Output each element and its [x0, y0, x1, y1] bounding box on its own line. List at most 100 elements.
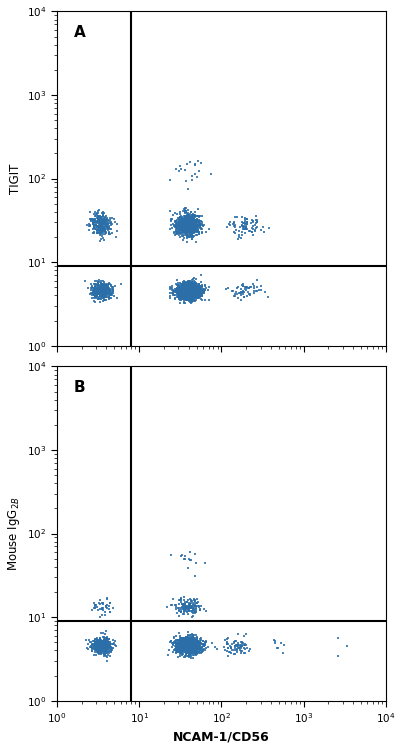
Point: [172, 643, 178, 655]
Point: [194, 283, 200, 295]
Point: [178, 219, 185, 231]
Point: [182, 289, 188, 301]
Point: [97, 641, 104, 653]
Point: [186, 287, 192, 299]
Point: [233, 644, 239, 656]
Point: [98, 287, 105, 299]
Point: [185, 646, 192, 658]
Point: [194, 637, 200, 649]
Point: [181, 220, 188, 232]
Point: [103, 213, 110, 225]
Point: [170, 289, 176, 301]
Point: [181, 283, 187, 295]
Point: [196, 285, 202, 297]
Point: [198, 289, 205, 301]
Point: [247, 288, 253, 300]
Point: [192, 642, 198, 654]
Point: [108, 288, 114, 300]
Point: [94, 282, 101, 294]
Point: [186, 635, 193, 647]
Point: [182, 291, 188, 303]
Point: [188, 294, 195, 306]
Point: [184, 643, 191, 655]
Point: [237, 639, 244, 651]
Point: [181, 638, 187, 650]
Point: [101, 276, 107, 288]
Point: [188, 295, 195, 307]
Point: [184, 288, 190, 300]
Point: [185, 646, 192, 658]
Point: [94, 634, 101, 646]
Point: [186, 640, 193, 652]
Point: [191, 168, 198, 180]
Point: [94, 282, 100, 294]
Point: [194, 636, 201, 648]
Point: [179, 632, 185, 644]
Point: [103, 288, 109, 300]
Point: [195, 638, 202, 650]
Point: [180, 285, 186, 297]
Point: [185, 638, 192, 650]
Point: [199, 216, 206, 228]
Point: [179, 640, 186, 652]
Point: [94, 288, 101, 300]
Point: [185, 636, 191, 648]
Point: [188, 225, 194, 237]
Point: [192, 639, 198, 651]
Point: [114, 225, 121, 237]
Point: [260, 226, 267, 238]
Point: [178, 644, 184, 656]
Point: [184, 641, 190, 653]
Point: [89, 282, 95, 294]
Point: [178, 646, 185, 658]
Point: [187, 213, 193, 225]
Point: [183, 638, 190, 650]
Point: [188, 638, 195, 650]
Point: [190, 223, 196, 235]
Point: [180, 277, 187, 289]
Point: [186, 215, 193, 227]
Point: [222, 644, 229, 656]
Point: [101, 637, 107, 649]
Point: [188, 291, 195, 303]
Point: [104, 216, 110, 228]
Point: [99, 283, 105, 295]
Point: [184, 634, 190, 646]
Point: [235, 281, 241, 293]
Point: [98, 637, 104, 649]
Point: [233, 639, 240, 651]
Point: [247, 643, 253, 655]
Point: [192, 282, 199, 294]
Point: [184, 215, 190, 227]
Point: [93, 286, 99, 298]
Point: [185, 220, 192, 232]
Point: [198, 600, 204, 612]
Point: [94, 644, 101, 656]
Point: [182, 601, 188, 613]
Point: [178, 278, 184, 290]
Point: [101, 286, 107, 298]
Point: [179, 286, 185, 298]
Point: [199, 643, 205, 655]
Point: [236, 231, 243, 243]
Point: [192, 600, 198, 612]
Point: [190, 637, 197, 649]
Point: [190, 219, 197, 231]
Point: [183, 285, 190, 297]
Point: [199, 638, 205, 650]
Point: [197, 283, 203, 295]
Point: [94, 643, 101, 655]
Point: [180, 283, 186, 295]
Point: [107, 289, 114, 301]
Point: [188, 639, 194, 651]
Point: [96, 204, 102, 216]
Point: [93, 645, 100, 657]
Point: [186, 630, 193, 642]
Point: [185, 215, 192, 227]
Point: [97, 611, 103, 623]
Point: [105, 222, 112, 234]
Point: [184, 288, 191, 300]
Point: [89, 637, 95, 649]
Point: [83, 642, 90, 654]
Point: [95, 280, 101, 292]
